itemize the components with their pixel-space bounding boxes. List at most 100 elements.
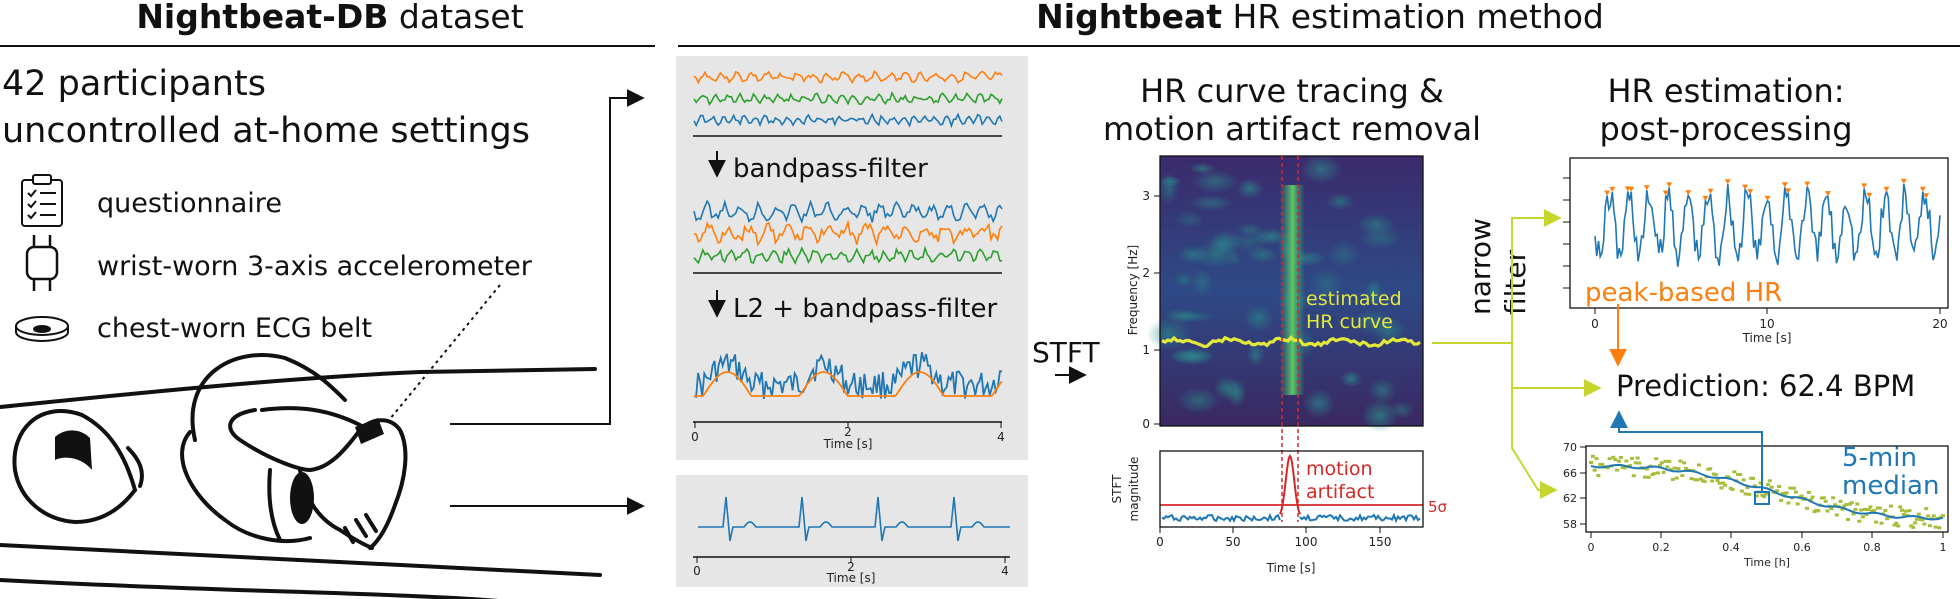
settings-text: uncontrolled at-home settings (2, 111, 530, 151)
left-title-rest: dataset (388, 0, 523, 36)
peak-marker (1747, 189, 1754, 195)
hr-xlabel: Time [h] (1743, 556, 1790, 569)
spectrogram-cell (1326, 240, 1361, 269)
mag-xtick-0: 0 (1156, 535, 1164, 549)
hr-scatter-point (1600, 462, 1605, 466)
hr-scatter-point (1777, 485, 1782, 488)
spectrogram-cell (1146, 317, 1192, 351)
hr-xtick-4: 0.8 (1863, 541, 1881, 554)
hr-timeseries-plot: 58 62 66 70 0 0.2 0.4 0.6 0.8 1 Time [h]… (1563, 441, 1949, 569)
right-title-bold: Nightbeat (1036, 0, 1222, 36)
peak-marker (1919, 186, 1926, 192)
hr-scatter-point (1635, 456, 1640, 460)
hr-scatter-point (1643, 475, 1647, 479)
participants-text: 42 participants (2, 64, 266, 104)
hr-scatter-point (1590, 454, 1595, 458)
peak-marker (1685, 190, 1692, 196)
hr-scatter-point (1859, 508, 1864, 512)
hr-scatter-point (1695, 478, 1700, 482)
hr-scatter-point (1916, 512, 1921, 516)
spectrogram-cell (1300, 154, 1343, 185)
hr-scatter-point (1808, 498, 1813, 502)
hr-scatter-point (1738, 473, 1742, 477)
hr-scatter-point (1697, 463, 1701, 467)
hr-scatter-point (1633, 461, 1638, 465)
freq-ytick-2: 2 (1142, 266, 1150, 280)
hr-scatter-point (1838, 499, 1843, 503)
hr-scatter-point (1793, 490, 1798, 494)
spectrogram-cell (1243, 304, 1274, 332)
hr-scatter-point (1784, 491, 1789, 495)
ecg-xlabel: Time [s] (826, 571, 876, 585)
spectrogram-cell (1176, 387, 1220, 414)
hr-scatter-point (1931, 514, 1936, 518)
spectrogram-cell (1173, 271, 1195, 288)
hr-scatter-point (1855, 502, 1860, 506)
hr-scatter-point (1665, 465, 1670, 469)
post-title-2: post-processing (1599, 110, 1852, 148)
peak-marker (1923, 193, 1930, 199)
peak-marker (1781, 182, 1788, 188)
hr-scatter-point (1739, 489, 1744, 493)
hr-scatter-point (1589, 461, 1593, 464)
hr-scatter-point (1795, 502, 1800, 506)
peak-marker (1861, 183, 1868, 189)
watch-callout-line (384, 284, 501, 426)
watch-icon (25, 235, 59, 291)
clipboard-icon (21, 174, 63, 227)
mag-xtick-2: 100 (1295, 535, 1318, 549)
spectrogram-cell (1246, 246, 1279, 264)
spectrogram-cell (1246, 342, 1266, 367)
hr-scatter-point (1879, 521, 1884, 525)
detected-peaks (1604, 178, 1930, 201)
hr-scatter-point (1743, 492, 1748, 496)
median-to-prediction-arrow (1610, 410, 1763, 492)
spectrogram-cell (1176, 245, 1209, 265)
hr-scatter-point (1849, 501, 1854, 505)
hr-scatter-point (1631, 474, 1636, 478)
hr-xtick-3: 0.6 (1793, 541, 1811, 554)
hr-scatter-point (1896, 524, 1901, 528)
hr-scatter-point (1684, 466, 1688, 470)
magnitude-frame (1159, 450, 1424, 528)
ecg-belt-on-chest (290, 472, 314, 524)
hr-scatter-point (1933, 525, 1938, 529)
hr-scatter-point (1624, 459, 1629, 463)
hr-scatter-point (1860, 515, 1865, 519)
hr-scatter-point (1607, 457, 1612, 461)
magnitude-trace (1161, 512, 1421, 524)
mag-ylabel-1: STFT (1110, 474, 1124, 504)
hr-scatter-point (1708, 467, 1713, 471)
right-section-title: Nightbeat HR estimation method (1036, 0, 1604, 36)
hr-scatter-point (1667, 459, 1672, 463)
hr-scatter-point (1646, 475, 1651, 479)
mag-xtick-3: 150 (1369, 535, 1392, 549)
spectrogram-cell (1226, 378, 1247, 408)
hr-ytick-1: 62 (1563, 492, 1577, 505)
mag-xtick-1: 50 (1225, 535, 1240, 549)
hr-scatter-point (1659, 461, 1664, 465)
hr-scatter-point (1622, 466, 1627, 470)
hr-scatter-point (1872, 509, 1877, 513)
hr-plot-frame (1585, 445, 1949, 533)
spectrogram-plot: 0 1 2 3 Frequency [Hz] estimated HR curv… (1126, 154, 1424, 433)
hr-scatter-point (1833, 503, 1837, 507)
raw-signal-plot (693, 69, 1003, 137)
median-label-2: median (1842, 471, 1939, 501)
l2-step-label: L2 + bandpass-filter (733, 294, 997, 324)
spectrogram-cell (1189, 194, 1233, 212)
hr-scatter-point (1652, 472, 1657, 476)
peak-marker (1724, 179, 1731, 185)
peak-marker (1609, 186, 1616, 192)
hr-scatter-point (1717, 481, 1722, 485)
spectrogram-cell (1302, 388, 1335, 419)
hr-scatter-point (1710, 479, 1715, 483)
hr-scatter-point (1834, 513, 1839, 517)
hr-scatter-point (1676, 467, 1681, 471)
right-title-rest: HR estimation method (1222, 0, 1604, 36)
mag-ylabel-2: magnitude (1127, 457, 1141, 522)
peak-marker (1866, 192, 1873, 198)
spectrogram-cell (1159, 175, 1182, 188)
magnitude-artifact-peak (1279, 454, 1301, 515)
ecg-xtick-0: 0 (693, 564, 701, 578)
